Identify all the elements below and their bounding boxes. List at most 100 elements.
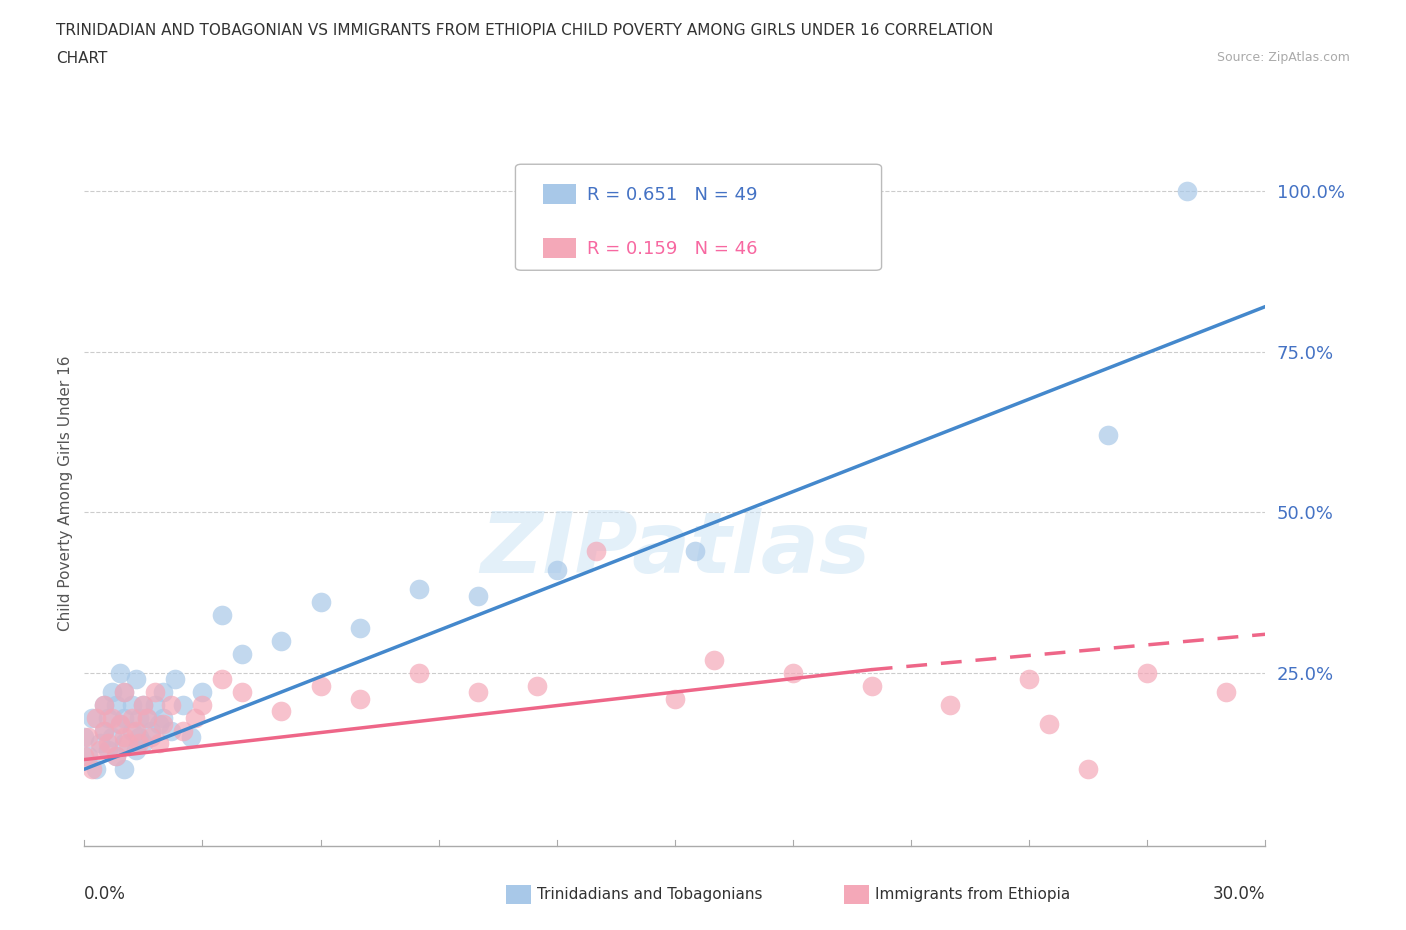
Point bbox=[112, 684, 135, 699]
Point bbox=[73, 749, 96, 764]
Point bbox=[152, 717, 174, 732]
Point bbox=[97, 742, 120, 757]
Point bbox=[104, 749, 127, 764]
Point bbox=[121, 724, 143, 738]
Point bbox=[141, 730, 163, 745]
Point bbox=[408, 582, 430, 597]
Point bbox=[1136, 665, 1159, 680]
Point bbox=[128, 711, 150, 725]
Point bbox=[172, 724, 194, 738]
Point bbox=[84, 711, 107, 725]
Point bbox=[160, 724, 183, 738]
Point bbox=[82, 711, 104, 725]
Point bbox=[89, 742, 111, 757]
Point bbox=[211, 671, 233, 686]
Point bbox=[128, 730, 150, 745]
Point bbox=[1175, 183, 1198, 198]
Point bbox=[703, 653, 725, 668]
Text: Source: ZipAtlas.com: Source: ZipAtlas.com bbox=[1216, 51, 1350, 64]
Point bbox=[112, 684, 135, 699]
Point bbox=[77, 749, 100, 764]
Point bbox=[101, 730, 124, 745]
Point bbox=[546, 563, 568, 578]
Point bbox=[183, 711, 205, 725]
Point bbox=[117, 736, 139, 751]
Point bbox=[93, 724, 115, 738]
Point bbox=[309, 594, 332, 609]
Point bbox=[163, 671, 186, 686]
Point bbox=[141, 724, 163, 738]
Point bbox=[939, 698, 962, 712]
Point bbox=[89, 736, 111, 751]
Point bbox=[152, 711, 174, 725]
Point bbox=[585, 543, 607, 558]
Point bbox=[191, 698, 214, 712]
Point bbox=[82, 762, 104, 777]
Bar bbox=[543, 238, 575, 259]
Point bbox=[143, 684, 166, 699]
Text: ZIPatlas: ZIPatlas bbox=[479, 508, 870, 591]
Point bbox=[124, 671, 146, 686]
Point bbox=[108, 665, 131, 680]
Point bbox=[136, 711, 159, 725]
Point bbox=[77, 730, 100, 745]
Point bbox=[467, 589, 489, 604]
Point bbox=[132, 736, 155, 751]
Point bbox=[121, 698, 143, 712]
Point bbox=[1077, 762, 1099, 777]
Point bbox=[101, 711, 124, 725]
Point bbox=[231, 684, 253, 699]
Text: TRINIDADIAN AND TOBAGONIAN VS IMMIGRANTS FROM ETHIOPIA CHILD POVERTY AMONG GIRLS: TRINIDADIAN AND TOBAGONIAN VS IMMIGRANTS… bbox=[56, 23, 994, 38]
Point bbox=[93, 698, 115, 712]
Point bbox=[349, 691, 371, 706]
Point bbox=[211, 607, 233, 622]
Point bbox=[108, 717, 131, 732]
FancyBboxPatch shape bbox=[516, 165, 882, 271]
Point bbox=[112, 762, 135, 777]
Point bbox=[683, 543, 706, 558]
Text: CHART: CHART bbox=[56, 51, 108, 66]
Point bbox=[124, 724, 146, 738]
Point bbox=[104, 749, 127, 764]
Point bbox=[84, 762, 107, 777]
Point bbox=[108, 717, 131, 732]
Point bbox=[97, 736, 120, 751]
Point bbox=[121, 711, 143, 725]
Point bbox=[112, 711, 135, 725]
Point bbox=[782, 665, 804, 680]
Point bbox=[664, 691, 686, 706]
Point bbox=[1215, 684, 1237, 699]
Point bbox=[148, 736, 170, 751]
Point bbox=[132, 698, 155, 712]
Point bbox=[270, 633, 292, 648]
Point bbox=[112, 736, 135, 751]
Point bbox=[160, 698, 183, 712]
Point bbox=[309, 678, 332, 693]
Point bbox=[180, 730, 202, 745]
Bar bbox=[543, 184, 575, 204]
Point bbox=[349, 620, 371, 635]
Point bbox=[124, 742, 146, 757]
Text: Trinidadians and Tobagonians: Trinidadians and Tobagonians bbox=[537, 887, 762, 902]
Point bbox=[128, 736, 150, 751]
Point bbox=[152, 684, 174, 699]
Point bbox=[132, 698, 155, 712]
Point bbox=[526, 678, 548, 693]
Point bbox=[112, 730, 135, 745]
Point bbox=[1038, 717, 1060, 732]
Point bbox=[97, 711, 120, 725]
Point bbox=[136, 711, 159, 725]
Text: Immigrants from Ethiopia: Immigrants from Ethiopia bbox=[875, 887, 1070, 902]
Point bbox=[1018, 671, 1040, 686]
Point bbox=[172, 698, 194, 712]
Point bbox=[143, 698, 166, 712]
Text: R = 0.159   N = 46: R = 0.159 N = 46 bbox=[588, 240, 758, 258]
Text: R = 0.651   N = 49: R = 0.651 N = 49 bbox=[588, 186, 758, 204]
Point bbox=[270, 704, 292, 719]
Point bbox=[191, 684, 214, 699]
Point bbox=[408, 665, 430, 680]
Y-axis label: Child Poverty Among Girls Under 16: Child Poverty Among Girls Under 16 bbox=[58, 355, 73, 631]
Point bbox=[104, 698, 127, 712]
Point bbox=[1097, 428, 1119, 443]
Point bbox=[73, 730, 96, 745]
